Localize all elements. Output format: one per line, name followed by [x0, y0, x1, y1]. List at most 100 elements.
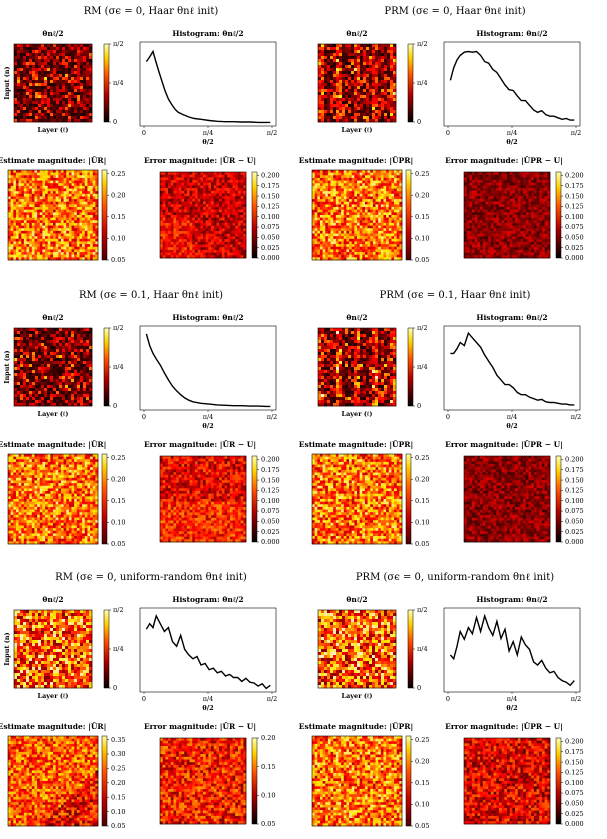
colorbar-tick-label: 0.15 — [111, 497, 125, 505]
panel-title: PRM (σϵ = 0.1, Haar θnℓ init) — [380, 290, 531, 301]
colorbar-tick-label: π/2 — [113, 606, 124, 614]
error-title: Error magnitude: |ÛR − U| — [144, 156, 256, 165]
estimate-title: Estimate magnitude: |ÛR| — [0, 156, 106, 165]
histogram-xtick-label: π/4 — [203, 413, 214, 421]
estimate-colorbar: 0.050.100.150.200.25 — [102, 170, 125, 264]
colorbar-tick-label: 0.05 — [415, 540, 429, 548]
histogram-title: Histogram: θnℓ/2 — [476, 313, 547, 322]
histogram-xtick-label: 0 — [142, 695, 146, 703]
error-title: Error magnitude: |ÛPR − U| — [445, 440, 563, 449]
colorbar-tick-label: 0.25 — [415, 454, 429, 462]
colorbar-tick-label: 0.075 — [565, 223, 584, 231]
colorbar-tick-label: 0.175 — [261, 182, 280, 190]
colorbar-tick-label: 0 — [113, 402, 117, 410]
estimate-heatmap — [8, 736, 98, 826]
colorbar-tick-label: 0.25 — [111, 454, 125, 462]
colorbar-tick-label: 0.125 — [565, 203, 584, 211]
colorbar-tick-label: 0.100 — [565, 213, 584, 221]
estimate-title: Estimate magnitude: |ÛPR| — [299, 440, 413, 449]
panel-2: PRM (σϵ = 0, Haar θnℓ init) θnℓ/2 Layer (ℓ… — [299, 6, 584, 264]
heatmap-xlabel: Layer (ℓ) — [342, 126, 373, 134]
histogram-xtick-label: π/2 — [267, 695, 278, 703]
colorbar-tick-label: 0.25 — [415, 736, 429, 744]
colorbar-tick-label: 0.15 — [415, 213, 429, 221]
estimate-title: Estimate magnitude: |ÛPR| — [299, 156, 413, 165]
colorbar-tick-label: 0.10 — [111, 519, 125, 527]
colorbar-tick-label: 0.025 — [261, 244, 280, 252]
estimate-colorbar: 0.050.100.150.200.25 — [406, 736, 429, 830]
colorbar-tick-label: 0.25 — [415, 170, 429, 178]
colorbar-tick-label: 0.100 — [261, 213, 280, 221]
colorbar-tick-label: π/2 — [417, 40, 428, 48]
colorbar-tick-label: 0.05 — [415, 822, 429, 830]
histogram-xtick-label: π/2 — [267, 413, 278, 421]
error-title: Error magnitude: |ÛPR − U| — [445, 722, 563, 731]
histogram-axes — [140, 326, 276, 410]
colorbar-tick-label: 0.10 — [111, 808, 125, 816]
colorbar-tick-label: 0.05 — [415, 256, 429, 264]
estimate-heatmap — [8, 454, 98, 544]
colorbar-tick-label: π/4 — [417, 363, 428, 371]
colorbar-tick-label: 0.15 — [111, 213, 125, 221]
heatmap-xlabel: Layer (ℓ) — [38, 410, 69, 418]
colorbar-tick-label: 0.10 — [261, 792, 275, 800]
panel-title: PRM (σϵ = 0, Haar θnℓ init) — [384, 6, 525, 17]
theta-heatmap — [14, 44, 92, 122]
estimate-heatmap — [312, 454, 402, 544]
colorbar-tick-label: 0.175 — [565, 182, 584, 190]
panel-title: RM (σϵ = 0, Haar θnℓ init) — [84, 6, 219, 17]
colorbar-tick-label: 0 — [417, 118, 421, 126]
theta-heatmap — [318, 328, 396, 406]
colorbar-tick-label: π/4 — [113, 645, 124, 653]
colorbar-tick-label: 0.050 — [261, 234, 280, 242]
colorbar-tick-label: 0.15 — [415, 779, 429, 787]
colorbar-tick-label: 0.150 — [565, 476, 584, 484]
histogram-xlabel: θ/2 — [202, 138, 213, 146]
error-colorbar: 0.050.100.150.20 — [252, 734, 275, 828]
colorbar-tick-label: 0.075 — [565, 789, 584, 797]
colorbar-tick-label: 0.20 — [111, 475, 125, 483]
histogram-xlabel: θ/2 — [506, 138, 517, 146]
colorbar-tick-label: 0.050 — [565, 800, 584, 808]
colorbar-tick-label: π/2 — [417, 606, 428, 614]
histogram-xtick-label: 0 — [446, 129, 450, 137]
colorbar-tick-label: 0.200 — [565, 738, 584, 746]
colorbar-tick-label: 0.075 — [261, 223, 280, 231]
colorbar-tick-label: π/2 — [113, 40, 124, 48]
estimate-heatmap — [312, 170, 402, 260]
heatmap-title: θnℓ/2 — [346, 313, 367, 322]
histogram-xlabel: θ/2 — [506, 704, 517, 712]
estimate-colorbar: 0.050.100.150.200.25 — [406, 454, 429, 548]
colorbar-tick-label: 0.175 — [261, 466, 280, 474]
histogram-xtick-label: 0 — [142, 413, 146, 421]
colorbar-tick-label: 0.025 — [261, 528, 280, 536]
histogram-title: Histogram: θnℓ/2 — [172, 29, 243, 38]
heatmap-ylabel: Input (n) — [3, 350, 11, 383]
histogram-axes — [444, 326, 580, 410]
estimate-colorbar: 0.050.100.150.200.25 — [102, 454, 125, 548]
colorbar-tick-label: 0.200 — [565, 456, 584, 464]
colorbar-tick-label: 0.10 — [415, 235, 429, 243]
histogram-xtick-label: 0 — [446, 413, 450, 421]
colorbar-tick-label: 0.025 — [565, 244, 584, 252]
theta-colorbar: 0π/4π/2 — [408, 324, 428, 410]
theta-heatmap — [14, 610, 92, 688]
histogram-title: Histogram: θnℓ/2 — [172, 595, 243, 604]
histogram-axes — [140, 42, 276, 126]
error-colorbar: 0.0000.0250.0500.0750.1000.1250.1500.175… — [556, 456, 584, 547]
estimate-title: Estimate magnitude: |ÛPR| — [299, 722, 413, 731]
heatmap-title: θnℓ/2 — [346, 29, 367, 38]
colorbar-tick-label: 0.200 — [261, 172, 280, 180]
colorbar-tick-label: 0 — [113, 118, 117, 126]
colorbar-tick-label: 0.05 — [111, 256, 125, 264]
heatmap-ylabel: Input (n) — [3, 66, 11, 99]
error-heatmap — [160, 738, 246, 824]
theta-colorbar: 0π/4π/2 — [104, 324, 124, 410]
histogram-xtick-label: π/4 — [507, 129, 518, 137]
panel-6: PRM (σϵ = 0, uniform-random θnℓ init)θnℓ… — [299, 572, 584, 830]
estimate-title: Estimate magnitude: |ÛR| — [0, 722, 106, 731]
theta-heatmap — [14, 328, 92, 406]
colorbar-tick-label: 0.100 — [565, 779, 584, 787]
